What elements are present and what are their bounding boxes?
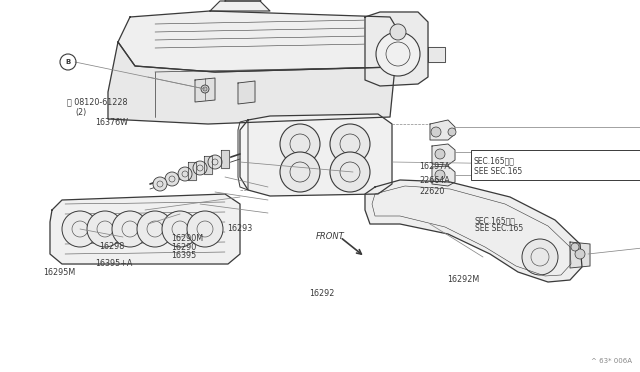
Circle shape <box>208 155 222 169</box>
Polygon shape <box>50 194 240 264</box>
Text: 22620: 22620 <box>419 187 445 196</box>
Circle shape <box>571 243 579 251</box>
Circle shape <box>62 211 98 247</box>
Polygon shape <box>430 120 455 140</box>
Circle shape <box>435 149 445 159</box>
Polygon shape <box>238 81 255 104</box>
Polygon shape <box>365 180 582 282</box>
Polygon shape <box>204 156 212 174</box>
Text: 16290M: 16290M <box>172 234 204 243</box>
Circle shape <box>280 152 320 192</box>
Circle shape <box>178 167 192 181</box>
Polygon shape <box>118 11 405 72</box>
Circle shape <box>165 172 179 186</box>
Circle shape <box>390 24 406 40</box>
Circle shape <box>330 124 370 164</box>
Text: SEC.165参照: SEC.165参照 <box>475 217 516 225</box>
Polygon shape <box>428 47 445 62</box>
Circle shape <box>575 249 585 259</box>
Polygon shape <box>210 1 270 11</box>
Circle shape <box>435 170 445 180</box>
Polygon shape <box>188 162 196 180</box>
Text: 16298: 16298 <box>99 242 124 251</box>
Circle shape <box>431 127 441 137</box>
Polygon shape <box>240 114 392 196</box>
Text: 16376W: 16376W <box>95 118 128 126</box>
Text: Ⓑ 08120-61228: Ⓑ 08120-61228 <box>67 98 128 107</box>
Text: 16293: 16293 <box>227 224 252 233</box>
Text: 16290: 16290 <box>172 243 196 251</box>
Circle shape <box>153 177 167 191</box>
Text: SEE SEC.165: SEE SEC.165 <box>474 167 522 176</box>
Text: SEC.165参照: SEC.165参照 <box>474 157 515 166</box>
Polygon shape <box>238 120 248 190</box>
Text: 16395+A: 16395+A <box>95 259 132 268</box>
Circle shape <box>330 152 370 192</box>
Text: 22664A: 22664A <box>419 176 450 185</box>
Text: 16292: 16292 <box>309 289 335 298</box>
Polygon shape <box>221 150 229 168</box>
Circle shape <box>193 161 207 175</box>
Circle shape <box>201 85 209 93</box>
Polygon shape <box>570 242 590 268</box>
Text: FRONT: FRONT <box>316 232 344 241</box>
Circle shape <box>376 32 420 76</box>
Text: ^ 63* 006A: ^ 63* 006A <box>591 358 632 364</box>
Text: (2): (2) <box>76 108 87 117</box>
FancyBboxPatch shape <box>471 150 640 180</box>
Circle shape <box>522 239 558 275</box>
Circle shape <box>137 211 173 247</box>
Text: 16292M: 16292M <box>447 275 479 284</box>
Circle shape <box>280 124 320 164</box>
Circle shape <box>112 211 148 247</box>
Text: 16395: 16395 <box>172 251 196 260</box>
Polygon shape <box>365 12 428 86</box>
Text: 16295M: 16295M <box>44 268 76 277</box>
Circle shape <box>162 211 198 247</box>
Text: 16297A: 16297A <box>419 162 450 171</box>
Polygon shape <box>432 144 455 165</box>
Circle shape <box>187 211 223 247</box>
Circle shape <box>87 211 123 247</box>
Polygon shape <box>225 0 261 1</box>
Polygon shape <box>195 78 215 102</box>
Circle shape <box>448 128 456 136</box>
Polygon shape <box>108 42 395 124</box>
Text: SEE SEC.165: SEE SEC.165 <box>475 224 523 233</box>
Polygon shape <box>432 166 455 186</box>
Text: B: B <box>65 59 70 65</box>
